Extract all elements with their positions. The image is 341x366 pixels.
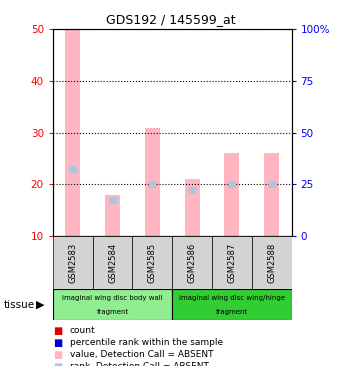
Bar: [172, 289, 292, 320]
Bar: [212, 236, 252, 289]
Bar: [65, 29, 80, 236]
Bar: [264, 153, 279, 236]
Text: GSM2588: GSM2588: [267, 243, 276, 283]
Text: GDS192 / 145599_at: GDS192 / 145599_at: [106, 13, 235, 26]
Text: tissue: tissue: [3, 300, 34, 310]
Text: ■: ■: [53, 326, 62, 336]
Text: GSM2586: GSM2586: [188, 243, 197, 283]
Text: rank, Detection Call = ABSENT: rank, Detection Call = ABSENT: [70, 362, 209, 366]
Text: GSM2583: GSM2583: [68, 243, 77, 283]
Text: ■: ■: [53, 362, 62, 366]
Text: fragment: fragment: [97, 309, 129, 314]
Text: count: count: [70, 326, 95, 335]
Bar: [93, 236, 132, 289]
Text: value, Detection Call = ABSENT: value, Detection Call = ABSENT: [70, 350, 213, 359]
Text: GSM2587: GSM2587: [227, 243, 236, 283]
Text: percentile rank within the sample: percentile rank within the sample: [70, 338, 223, 347]
Bar: [224, 153, 239, 236]
Bar: [53, 236, 93, 289]
Text: imaginal wing disc wing/hinge: imaginal wing disc wing/hinge: [179, 295, 285, 301]
Bar: [132, 236, 172, 289]
Bar: [105, 195, 120, 236]
Text: ■: ■: [53, 350, 62, 360]
Text: imaginal wing disc body wall: imaginal wing disc body wall: [62, 295, 163, 301]
Bar: [53, 289, 172, 320]
Text: GSM2584: GSM2584: [108, 243, 117, 283]
Bar: [145, 127, 160, 236]
Text: GSM2585: GSM2585: [148, 243, 157, 283]
Text: fragment: fragment: [216, 309, 248, 314]
Bar: [184, 179, 200, 236]
Bar: [172, 236, 212, 289]
Text: ■: ■: [53, 338, 62, 348]
Text: ▶: ▶: [36, 300, 44, 310]
Bar: [252, 236, 292, 289]
